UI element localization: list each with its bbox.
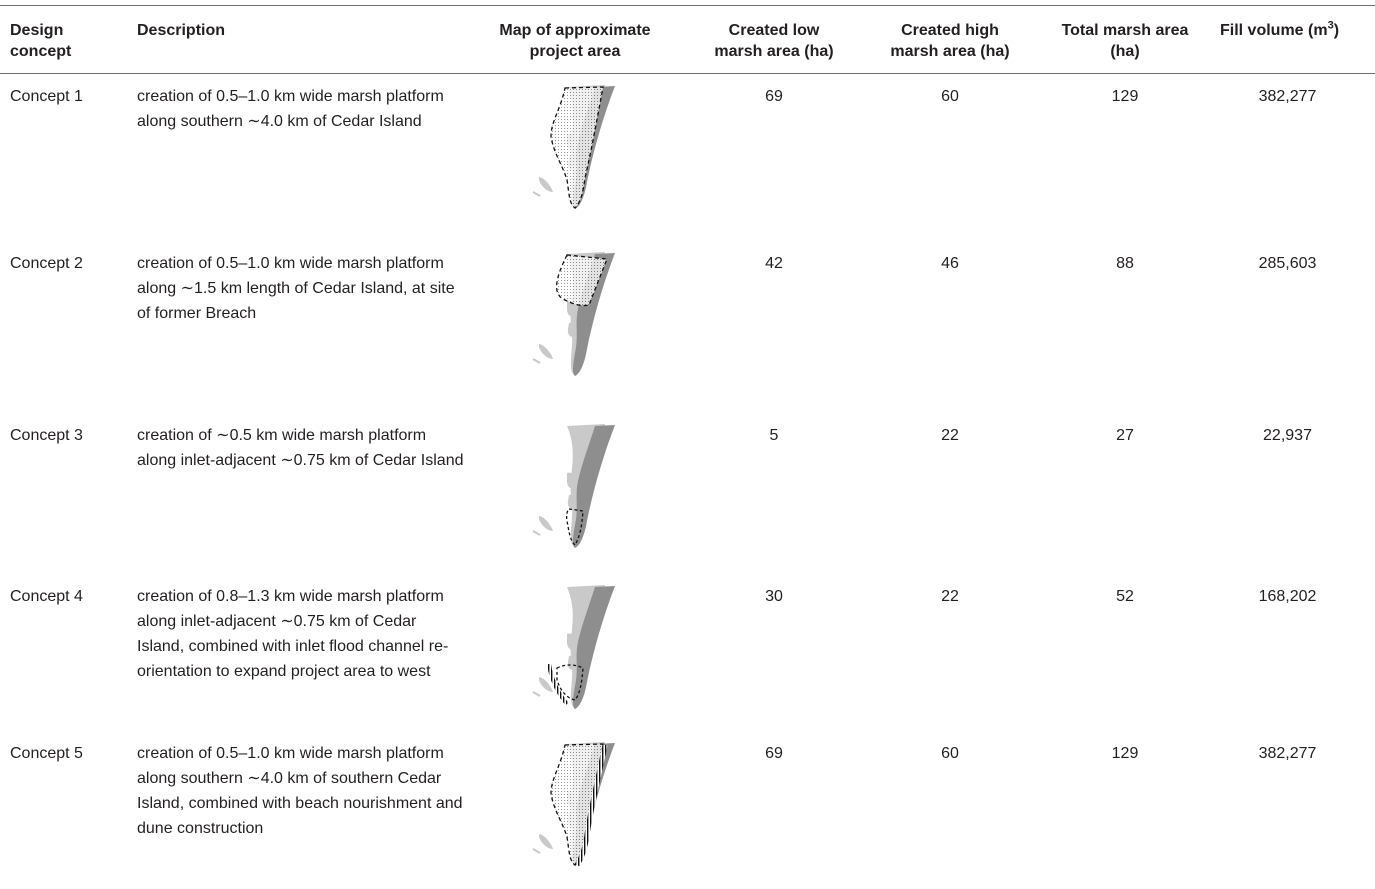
row-description: creation of 0.8–1.3 km wide marsh platfo… <box>137 588 449 680</box>
row-concept: Concept 5 <box>10 745 83 762</box>
header-design-concept: Design concept <box>10 20 130 62</box>
row-low-marsh: 69 <box>765 745 783 762</box>
header-low-marsh: Created low marsh area (ha) <box>699 20 849 62</box>
header-total-marsh-line1: Total marsh area <box>1061 22 1189 39</box>
header-fill-volume-close: ) <box>1333 22 1340 39</box>
header-map-line1: Map of approximate <box>499 22 651 39</box>
row-description: creation of ∼0.5 km wide marsh platform … <box>137 427 464 469</box>
row-low-marsh: 5 <box>769 427 779 444</box>
dotted-project-polygon <box>550 86 604 209</box>
row-total-marsh: 52 <box>1116 588 1134 605</box>
header-low-marsh-line1: Created low <box>728 22 820 39</box>
row-fill-volume: 22,937 <box>1263 427 1312 444</box>
project-area-map <box>532 423 616 549</box>
table-header-rule <box>0 73 1375 74</box>
row-description: creation of 0.5–1.0 km wide marsh platfo… <box>137 745 463 837</box>
project-area-map <box>532 251 616 377</box>
row-concept: Concept 1 <box>10 88 83 105</box>
row-fill-volume: 382,277 <box>1258 745 1317 762</box>
header-low-marsh-line2: marsh area (ha) <box>714 43 834 60</box>
row-low-marsh: 69 <box>765 88 783 105</box>
row-fill-volume: 382,277 <box>1258 88 1317 105</box>
dotted-project-polygon <box>550 743 604 866</box>
row-total-marsh: 129 <box>1111 745 1139 762</box>
header-total-marsh: Total marsh area (ha) <box>1045 20 1205 62</box>
row-total-marsh: 88 <box>1116 255 1134 272</box>
header-total-marsh-line2: (ha) <box>1110 43 1140 60</box>
header-high-marsh: Created high marsh area (ha) <box>875 20 1025 62</box>
header-high-marsh-line2: marsh area (ha) <box>890 43 1010 60</box>
row-high-marsh: 46 <box>941 255 959 272</box>
project-area-map <box>532 741 616 867</box>
table-top-rule <box>0 5 1375 6</box>
header-fill-volume-sup: 3 <box>1327 19 1334 32</box>
dashed-project-polygon <box>565 508 584 546</box>
row-low-marsh: 42 <box>765 255 783 272</box>
row-high-marsh: 60 <box>941 88 959 105</box>
dashed-project-polygon <box>556 664 584 701</box>
row-concept: Concept 2 <box>10 255 83 272</box>
row-total-marsh: 27 <box>1116 427 1134 444</box>
row-low-marsh: 30 <box>765 588 783 605</box>
row-fill-volume: 285,603 <box>1258 255 1317 272</box>
row-concept: Concept 3 <box>10 427 83 444</box>
row-description: creation of 0.5–1.0 km wide marsh platfo… <box>137 255 455 322</box>
header-high-marsh-line1: Created high <box>901 22 999 39</box>
header-description: Description <box>137 22 226 39</box>
row-description: creation of 0.5–1.0 km wide marsh platfo… <box>137 88 444 130</box>
header-map-line2: project area <box>529 43 621 60</box>
header-fill-volume: Fill volume (m3) <box>1220 20 1370 41</box>
hatched-flood-channel <box>547 663 569 706</box>
row-high-marsh: 60 <box>941 745 959 762</box>
header-design-concept-line1: Design <box>10 22 64 39</box>
header-fill-volume-text: Fill volume (m <box>1220 22 1328 39</box>
project-area-map <box>532 584 616 710</box>
dotted-project-polygon <box>556 254 608 307</box>
row-total-marsh: 129 <box>1111 88 1139 105</box>
project-area-map <box>532 84 616 210</box>
row-high-marsh: 22 <box>941 427 959 444</box>
row-high-marsh: 22 <box>941 588 959 605</box>
row-concept: Concept 4 <box>10 588 83 605</box>
header-design-concept-line2: concept <box>10 43 72 60</box>
header-map: Map of approximate project area <box>480 20 670 62</box>
hatched-beach-nourishment <box>574 744 608 867</box>
row-fill-volume: 168,202 <box>1258 588 1317 605</box>
